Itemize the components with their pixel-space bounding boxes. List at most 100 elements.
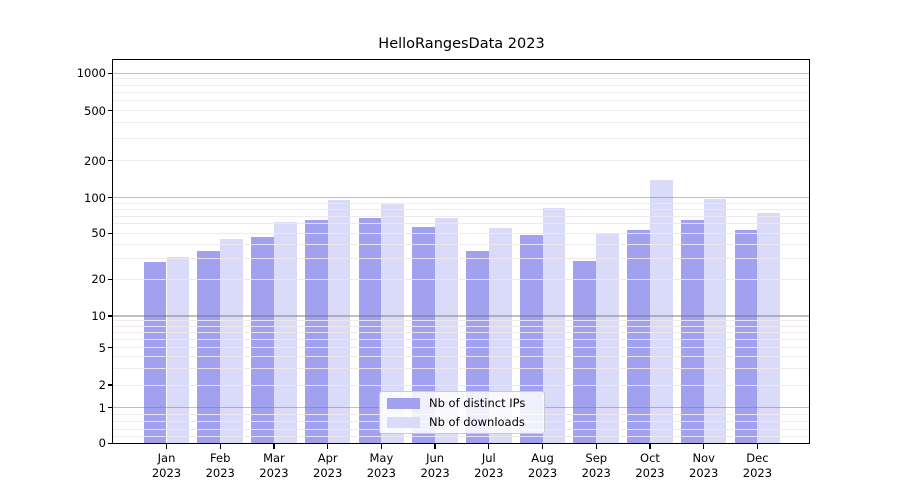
bar-distinct-ips <box>143 262 167 444</box>
minor-gridline <box>113 258 810 260</box>
y-tick-label: 100 <box>84 190 106 205</box>
bar-distinct-ips <box>734 230 758 444</box>
bar-downloads <box>220 238 244 444</box>
minor-gridline <box>113 223 810 225</box>
x-tick <box>434 444 436 449</box>
bar-distinct-ips <box>627 230 650 444</box>
y-tick-label: 500 <box>84 103 106 118</box>
x-tick-label: Jun 2023 <box>420 451 450 480</box>
legend-label: Nb of downloads <box>429 415 525 429</box>
y-tick <box>108 160 113 162</box>
minor-gridline <box>113 435 810 437</box>
bar-distinct-ips <box>680 219 704 444</box>
major-gridline <box>113 72 810 74</box>
y-tick <box>108 315 113 317</box>
minor-gridline <box>113 384 810 386</box>
minor-gridline <box>113 160 810 162</box>
x-tick <box>649 444 651 449</box>
x-tick-label: Aug 2023 <box>527 451 558 480</box>
bar-downloads <box>435 218 458 444</box>
x-tick-label: May 2023 <box>366 451 397 480</box>
legend-label: Nb of distinct IPs <box>429 396 526 410</box>
y-tick <box>108 407 113 409</box>
y-tick <box>108 72 113 74</box>
minor-gridline <box>113 278 810 280</box>
minor-gridline <box>113 122 810 124</box>
y-tick-label: 2 <box>98 378 106 392</box>
x-tick-label: Mar 2023 <box>259 451 289 480</box>
minor-gridline <box>113 232 810 234</box>
minor-gridline <box>113 215 810 217</box>
minor-gridline <box>113 78 810 80</box>
y-tick <box>108 197 113 199</box>
minor-gridline <box>113 356 810 358</box>
minor-gridline <box>113 92 810 94</box>
bar-downloads <box>596 233 620 444</box>
x-tick <box>541 444 544 449</box>
y-tick <box>108 442 113 444</box>
x-tick <box>165 444 168 449</box>
x-tick <box>273 444 275 449</box>
minor-gridline <box>113 244 810 245</box>
bar-distinct-ips <box>412 226 436 444</box>
legend-swatch-ips <box>387 397 420 409</box>
x-tick <box>595 444 597 449</box>
bar-distinct-ips <box>358 218 382 444</box>
x-tick <box>380 444 383 449</box>
x-tick <box>219 444 221 449</box>
bar-downloads <box>327 200 351 444</box>
legend: Nb of distinct IPs Nb of downloads <box>379 391 545 434</box>
legend-item-downloads: Nb of downloads <box>387 414 537 431</box>
bar-downloads <box>381 204 405 444</box>
minor-gridline <box>113 202 810 204</box>
x-tick <box>327 444 329 449</box>
minor-gridline <box>113 84 810 86</box>
y-tick <box>108 110 113 112</box>
minor-gridline <box>113 100 810 102</box>
y-tick-label: 1000 <box>76 66 106 81</box>
x-tick <box>703 444 705 449</box>
y-tick <box>108 232 113 234</box>
minor-gridline <box>113 338 810 340</box>
bar-downloads <box>757 213 781 444</box>
legend-item-distinct-ips: Nb of distinct IPs <box>387 395 537 412</box>
y-tick-label: 5 <box>98 340 106 355</box>
y-tick-label: 200 <box>84 153 106 168</box>
minor-gridline <box>113 347 810 349</box>
minor-gridline <box>113 320 810 322</box>
y-tick-label: 20 <box>91 272 106 287</box>
major-gridline <box>113 197 810 199</box>
bar-downloads <box>649 179 673 444</box>
minor-gridline <box>113 110 810 112</box>
x-tick-label: Feb 2023 <box>205 451 235 480</box>
x-tick-label: Nov 2023 <box>689 451 719 480</box>
y-tick <box>108 347 113 349</box>
y-tick <box>108 278 113 280</box>
x-tick-label: Apr 2023 <box>313 451 343 480</box>
legend-swatch-downloads <box>387 416 420 428</box>
x-tick-label: Jul 2023 <box>474 451 504 480</box>
x-tick <box>756 444 759 449</box>
y-tick-label: 1 <box>98 400 106 415</box>
x-tick <box>488 444 490 449</box>
y-tick-label: 50 <box>91 226 106 241</box>
y-tick-label: 10 <box>91 309 106 323</box>
minor-gridline <box>113 367 810 369</box>
minor-gridline <box>113 208 810 210</box>
x-tick-label: Jan 2023 <box>151 451 182 480</box>
bar-distinct-ips <box>251 237 274 444</box>
x-tick-label: Sep 2023 <box>581 451 611 480</box>
minor-gridline <box>113 331 810 333</box>
minor-gridline <box>113 325 810 327</box>
bar-distinct-ips <box>304 219 328 444</box>
major-gridline <box>113 315 810 317</box>
bar-downloads <box>542 207 566 444</box>
minor-gridline <box>113 138 810 140</box>
bar-downloads <box>488 228 512 444</box>
bar-distinct-ips <box>573 260 597 444</box>
x-tick-label: Dec 2023 <box>742 451 773 480</box>
y-tick-label: 0 <box>98 436 106 451</box>
x-tick-label: Oct 2023 <box>635 451 665 480</box>
bar-downloads <box>166 257 190 444</box>
